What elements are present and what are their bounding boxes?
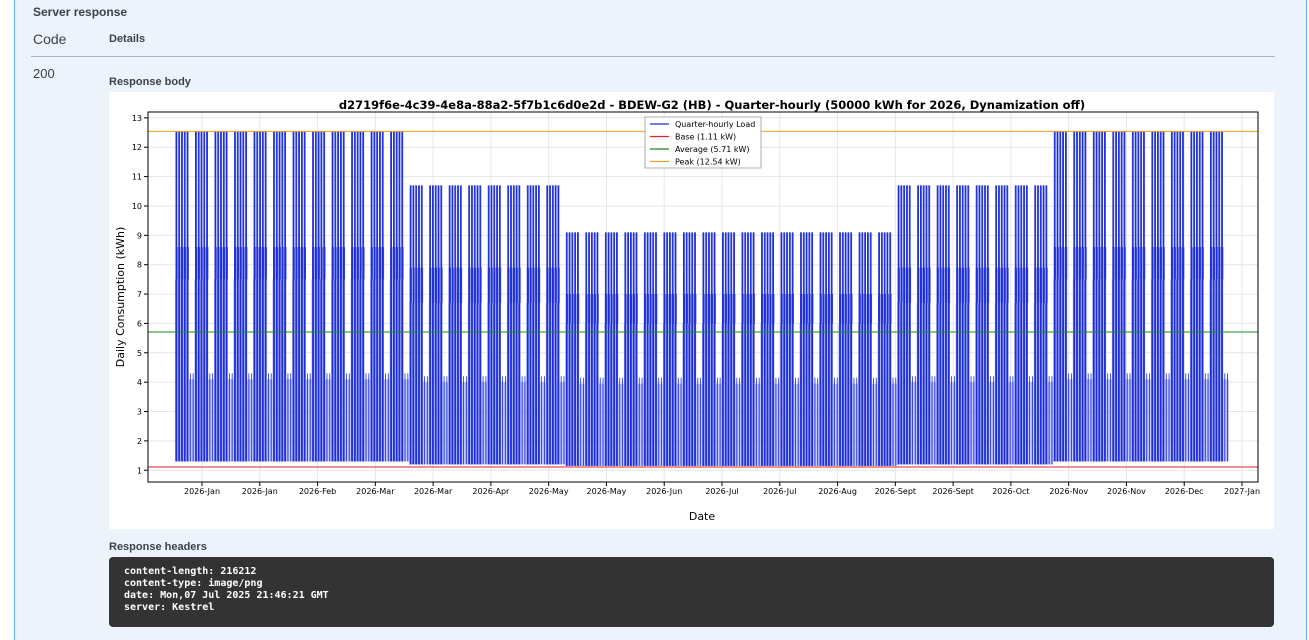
x-tick-label: 2027-Jan [1224,487,1260,496]
y-tick-label: 8 [137,261,142,270]
x-tick-label: 2026-Apr [472,487,510,496]
header-divider [31,56,1275,57]
y-axis-label: Daily Consumption (kWh) [114,227,127,367]
status-code: 200 [33,66,55,81]
y-tick-label: 3 [137,408,142,417]
y-tick-label: 5 [137,349,142,358]
x-tick-label: 2026-May [529,487,569,496]
header-line: content-length: 216212 [124,566,257,577]
y-tick-label: 2 [137,437,142,446]
x-axis-label: Date [689,510,716,523]
header-line: content-type: image/png [124,578,263,589]
server-response-title: Server response [33,5,128,19]
y-tick-label: 7 [137,290,142,299]
legend-entry: Peak (12.54 kW) [675,158,741,167]
x-tick-label: 2026-Jul [763,487,796,496]
legend-box [644,116,762,169]
x-tick-label: 2026-Nov [1049,487,1088,496]
y-tick-label: 11 [132,173,142,182]
y-tick-label: 9 [137,231,142,240]
x-tick-label: 2026-Jan [184,487,220,496]
header-line: server: Kestrel [124,602,215,613]
legend-entry: Quarter-hourly Load [675,120,755,129]
x-tick-label: 2026-Sept [875,487,916,496]
x-tick-label: 2026-Nov [1107,487,1146,496]
x-tick-label: 2026-Jan [242,487,278,496]
y-tick-label: 13 [132,114,142,123]
x-tick-label: 2026-Mar [356,487,395,496]
y-tick-label: 10 [132,202,142,211]
response-headers-block: content-length: 216212 content-type: ima… [109,557,1274,627]
code-column-header: Code [33,31,67,47]
y-tick-label: 6 [137,319,142,328]
y-tick-label: 1 [137,466,142,475]
x-tick-label: 2026-Dec [1165,487,1204,496]
chart-legend: Quarter-hourly Load Base (1.11 kW) Average… [644,116,762,169]
x-tick-label: 2026-Oct [992,487,1029,496]
x-tick-label: 2026-Aug [818,487,857,496]
x-tick-label: 2026-Jun [646,487,682,496]
response-headers-label: Response headers [109,541,207,553]
chart-title: d2719f6e-4c39-4e8a-88a2-5f7b1c6d0e2d - B… [339,98,1085,112]
x-tick-label: 2026-Sept [932,487,973,496]
load-peaks [175,131,1229,466]
y-tick-label: 12 [132,143,142,152]
legend-entry: Average (5.71 kW) [675,145,750,154]
y-tick-label: 4 [137,378,142,387]
details-column-header: Details [109,33,146,45]
load-profile-chart: d2719f6e-4c39-4e8a-88a2-5f7b1c6d0e2d - B… [114,98,1260,523]
server-response-panel: Server response Code Details 200 Respons… [14,0,1307,640]
x-tick-label: 2026-May [587,487,627,496]
x-tick-label: 2026-Feb [299,487,336,496]
plot-frame [147,111,1259,483]
x-tick-label: 2026-Mar [414,487,453,496]
legend-entry: Base (1.11 kW) [675,133,736,142]
response-body-label: Response body [109,76,191,88]
response-body-image: d2719f6e-4c39-4e8a-88a2-5f7b1c6d0e2d - B… [109,92,1274,529]
header-line: date: Mon,07 Jul 2025 21:46:21 GMT [124,590,329,601]
x-tick-label: 2026-Jul [705,487,738,496]
